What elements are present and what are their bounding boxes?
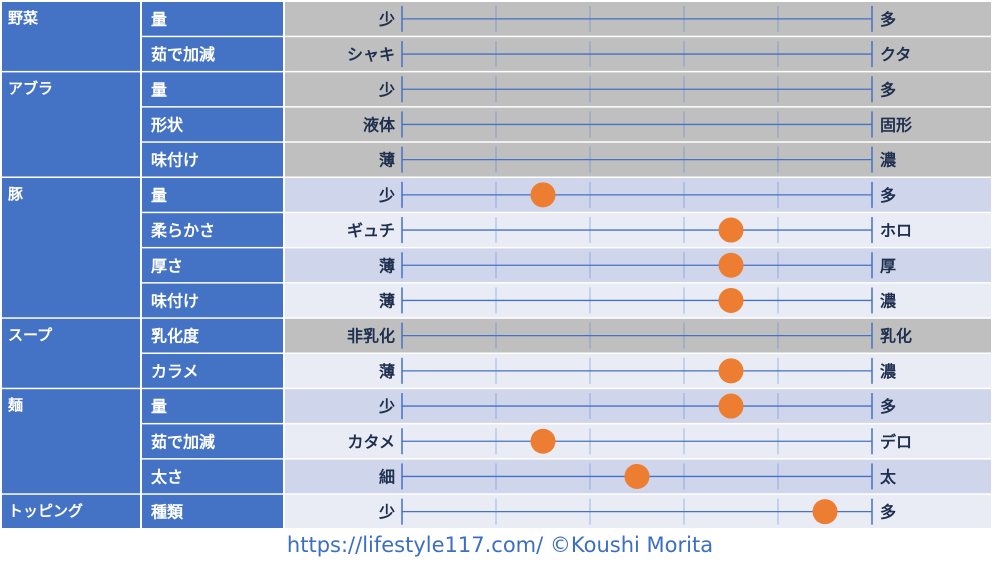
item-label-cell — [142, 459, 283, 494]
rating-marker — [718, 358, 744, 384]
item-label: 量 — [151, 80, 167, 99]
scale-right-label: 乳化 — [880, 327, 912, 346]
scale-left-label: 少 — [378, 186, 395, 205]
scale-left-label: 細 — [379, 467, 395, 486]
scale-right-label: 多 — [880, 503, 896, 522]
category-label: 麺 — [7, 396, 23, 414]
scale-right-label: 多 — [880, 397, 896, 416]
scale-left-label: 少 — [378, 10, 395, 29]
scale-left-label: 少 — [378, 397, 395, 416]
item-label-cell — [142, 318, 283, 353]
scale-right-label: 多 — [880, 10, 896, 29]
category-cell — [2, 318, 140, 388]
category-label: トッピング — [8, 502, 83, 520]
scale-right-label: 太 — [879, 467, 897, 486]
scale-left-label: カタメ — [347, 432, 395, 451]
item-label-cell — [142, 37, 283, 71]
item-label-cell — [142, 213, 283, 247]
item-label: 量 — [151, 397, 167, 416]
category-cell — [2, 72, 140, 177]
scale-left-label: 少 — [378, 503, 395, 522]
category-label: スープ — [8, 326, 53, 344]
category-cell — [2, 2, 140, 71]
item-label-cell — [142, 283, 283, 318]
item-label: カラメ — [151, 362, 199, 381]
item-label-cell — [142, 354, 283, 388]
scale-right-label: 多 — [880, 80, 896, 99]
scale-left-label: 薄 — [379, 151, 395, 170]
item-label-cell — [142, 2, 283, 36]
item-label-cell — [142, 494, 283, 528]
item-label-cell — [142, 107, 283, 142]
rating-marker — [624, 463, 650, 489]
rating-marker — [718, 217, 744, 243]
category-label: 豚 — [8, 185, 23, 203]
scale-right-label: ホロ — [880, 221, 912, 240]
item-label-cell — [142, 424, 283, 459]
item-label: 太さ — [150, 467, 183, 486]
scale-right-label: 濃 — [880, 362, 897, 381]
scale-left-label: 薄 — [379, 362, 395, 381]
scale-left-label: 少 — [378, 80, 395, 99]
item-label: 種類 — [151, 503, 184, 522]
item-label: 量 — [151, 10, 167, 29]
item-label-cell — [142, 389, 283, 423]
category-label: 野菜 — [8, 9, 38, 27]
item-label: 厚さ — [151, 256, 183, 275]
item-label: 形状 — [151, 115, 184, 134]
item-label: 乳化度 — [151, 327, 200, 346]
item-label: 茹で加減 — [151, 432, 215, 451]
footer-credit: https://lifestyle117.com/ ©Koushi Morita — [286, 533, 714, 557]
scale-right-label: 多 — [880, 186, 896, 205]
scale-right-label: 固形 — [880, 115, 912, 134]
item-label: 味付け — [151, 291, 199, 310]
rating-marker — [530, 182, 556, 208]
category-cell — [2, 178, 140, 318]
scale-right-label: デロ — [880, 432, 912, 451]
rating-marker — [718, 287, 744, 313]
scale-right-label: クタ — [880, 45, 911, 64]
rating-chart: 量少多茹で加減 シャキ クタ野菜量少多形状 液体 固形味付け薄濃アブラ量少多柔らかさ ギュ… — [2, 2, 991, 528]
scale-right-label: 濃 — [880, 151, 897, 170]
item-label: 茹で加減 — [151, 45, 215, 64]
scale-right-label: 濃 — [880, 291, 897, 310]
item-label: 量 — [151, 186, 167, 205]
scale-right-label: 厚 — [880, 256, 896, 275]
scale-left-label: 薄 — [379, 291, 395, 310]
scale-left-label: 液体 — [363, 115, 396, 134]
category-cell — [2, 389, 140, 494]
rating-marker — [718, 252, 744, 278]
scale-left-label: シャキ — [347, 45, 395, 64]
item-label: 味付け — [151, 151, 199, 170]
scale-left-label: ギュチ — [347, 221, 395, 240]
item-label-cell — [142, 142, 283, 177]
category-cell — [2, 494, 140, 528]
scale-left-label: 非乳化 — [347, 327, 395, 346]
rating-marker — [812, 499, 838, 525]
item-label-cell — [142, 72, 283, 107]
item-label-cell — [142, 248, 283, 283]
rating-marker — [718, 393, 744, 419]
rating-marker — [530, 428, 556, 454]
item-label-cell — [142, 178, 283, 212]
item-label: 柔らかさ — [150, 221, 215, 240]
scale-left-label: 薄 — [379, 256, 395, 275]
category-label: アブラ — [8, 79, 53, 97]
